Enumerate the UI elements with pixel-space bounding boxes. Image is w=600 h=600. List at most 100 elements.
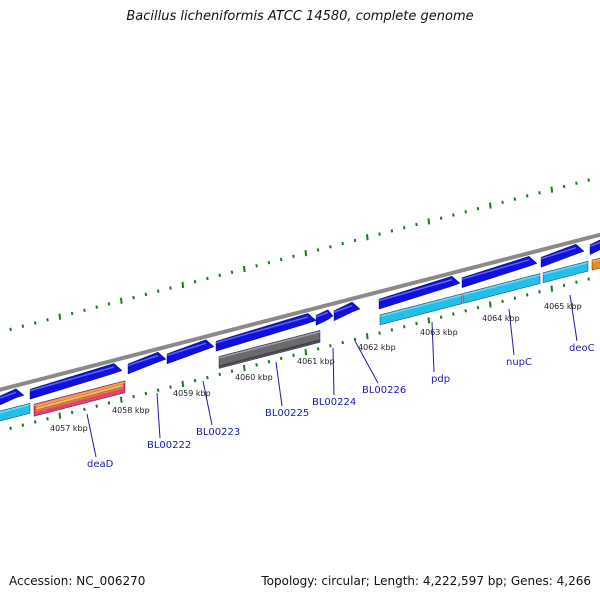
tick-mark: [501, 299, 504, 303]
tick-mark: [218, 372, 221, 377]
leader-line: [354, 340, 379, 384]
leader-line: [275, 361, 283, 407]
cds-6: [315, 309, 334, 326]
tick-mark: [501, 200, 504, 204]
tick-mark: [218, 273, 221, 278]
tick-mark: [575, 181, 578, 185]
tick-mark: [120, 297, 123, 304]
tick-mark: [292, 353, 295, 357]
cds-10: [540, 243, 585, 268]
light-feature-1-shine: [0, 404, 31, 414]
tick-mark: [402, 325, 406, 329]
cds-3-shine: [127, 354, 159, 367]
tick-mark: [21, 423, 25, 427]
tick-mark: [33, 420, 37, 424]
tick-mark: [292, 254, 295, 258]
tick-mark: [489, 202, 492, 209]
gene-label-deoC: deoC: [569, 343, 595, 354]
tick-mark: [562, 283, 566, 288]
leader-line: [431, 321, 435, 373]
orange-feature: [591, 257, 600, 271]
tick-mark: [427, 317, 431, 324]
tick-mark: [587, 277, 590, 281]
tick-mark: [255, 264, 258, 268]
gene-label-BL00222: BL00222: [147, 440, 191, 451]
tick-mark: [329, 245, 332, 249]
tick-mark: [144, 391, 148, 396]
gene-label-BL00224: BL00224: [312, 397, 356, 408]
inner-tick-ring: [9, 274, 600, 431]
tick-mark: [83, 407, 86, 411]
cds-7: [333, 301, 361, 322]
tick-mark: [156, 289, 160, 293]
multi-feature-band: [35, 386, 124, 413]
tick-mark: [329, 344, 332, 348]
tick-mark: [70, 410, 74, 415]
tick-mark: [279, 257, 283, 262]
tick-mark: [83, 308, 86, 312]
tick-mark: [353, 238, 357, 243]
map-title: Bacillus licheniformis ATCC 14580, compl…: [126, 9, 474, 24]
tick-mark: [255, 363, 258, 367]
feature-track: [0, 239, 600, 422]
light-feature-3-shine: [462, 274, 541, 296]
gene-label-deaD: deaD: [87, 459, 114, 470]
tick-mark: [33, 321, 37, 325]
tick-mark: [230, 369, 234, 373]
light-feature-1: [0, 402, 31, 422]
tick-mark: [513, 197, 517, 201]
scale-label-4060: 4060 kbp: [235, 373, 273, 382]
leader-line: [156, 392, 161, 439]
tick-mark: [58, 313, 62, 320]
tick-mark: [439, 216, 443, 220]
tick-mark: [427, 218, 431, 225]
cds-7-shine: [333, 304, 353, 313]
tick-mark: [107, 401, 111, 405]
tick-mark: [21, 324, 25, 328]
tick-mark: [181, 380, 185, 387]
tick-mark: [525, 194, 529, 198]
multi-feature-band: [35, 384, 124, 410]
cds-10-shine: [540, 246, 577, 260]
tick-mark: [181, 281, 185, 288]
tick-mark: [378, 331, 381, 335]
tick-mark: [464, 309, 467, 313]
tick-mark: [452, 312, 455, 316]
cds-1: [0, 388, 25, 406]
cds-6-shine: [315, 311, 329, 318]
multi-feature-band: [35, 381, 124, 408]
cds-1-shine: [0, 391, 17, 399]
cds-4-shine: [166, 342, 207, 357]
light-feature-3: [462, 273, 541, 304]
tick-mark: [575, 280, 578, 284]
gene-label-nupC: nupC: [506, 357, 532, 368]
light-feature-4: [542, 260, 589, 284]
tick-mark: [464, 210, 467, 214]
gray-feature-shine: [218, 331, 321, 359]
gene-label-BL00223: BL00223: [196, 427, 240, 438]
scale-label-4061: 4061 kbp: [297, 357, 335, 366]
tick-mark: [476, 206, 480, 211]
accession-text: Accession: NC_006270: [9, 574, 146, 588]
tick-mark: [353, 337, 357, 342]
cds-11: [589, 239, 600, 255]
tick-mark: [316, 248, 320, 252]
tick-mark: [538, 290, 541, 294]
tick-mark: [46, 417, 49, 421]
scale-label-4059: 4059 kbp: [173, 389, 211, 398]
tick-mark: [206, 276, 209, 281]
tick-mark: [279, 356, 283, 361]
tick-mark: [525, 293, 529, 297]
tick-mark: [366, 234, 369, 241]
light-feature-4-shine: [542, 261, 589, 276]
tick-mark: [132, 295, 135, 300]
tick-mark: [415, 321, 418, 326]
leader-line: [569, 294, 578, 342]
cds-4: [166, 339, 215, 365]
gene-label-BL00226: BL00226: [362, 385, 406, 396]
leader-line: [86, 413, 97, 458]
cds-5-shine: [215, 316, 309, 344]
cds-8: [378, 275, 461, 310]
genome-stats-text: Topology: circular; Length: 4,222,597 bp…: [261, 574, 591, 588]
